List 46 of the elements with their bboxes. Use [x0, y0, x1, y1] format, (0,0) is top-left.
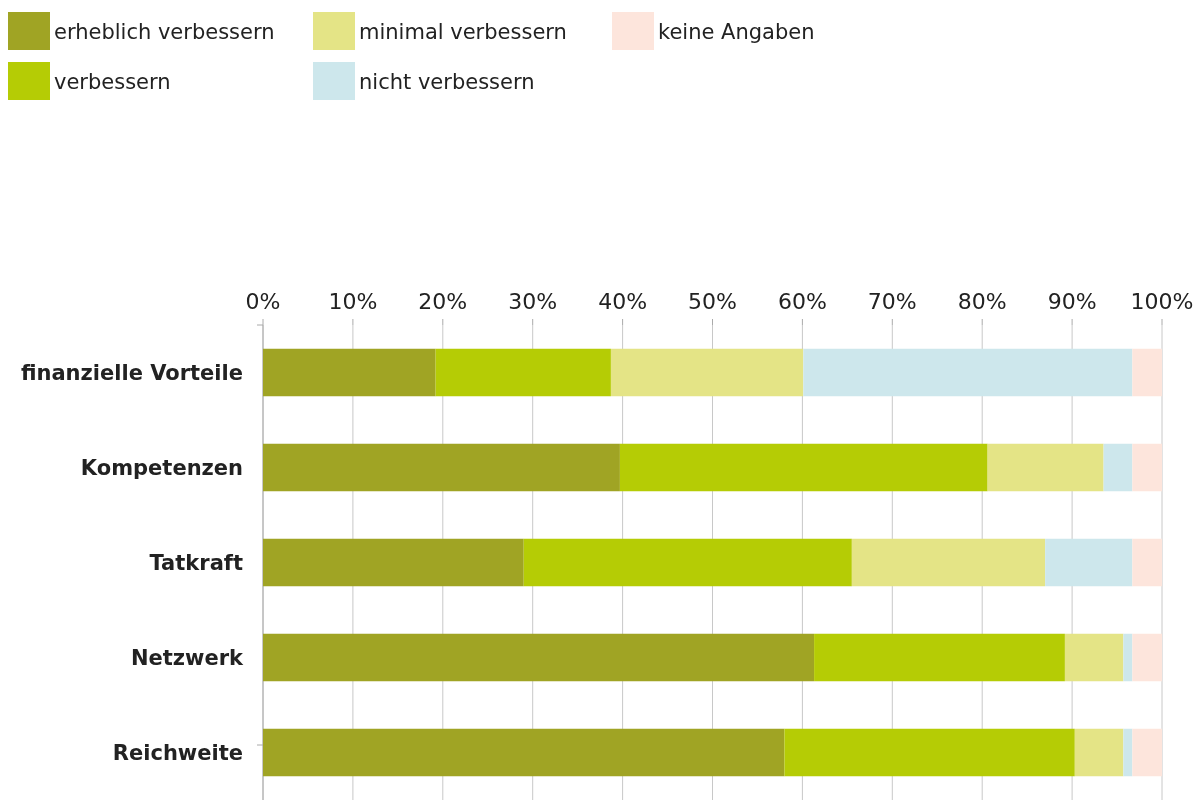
bar	[1074, 728, 1124, 777]
bar	[523, 538, 852, 587]
legend-label: nicht verbessern	[359, 70, 535, 95]
bar	[987, 443, 1104, 492]
bar	[1123, 633, 1133, 682]
x-tick-label: 10%	[328, 289, 378, 314]
y-tick-label: Reichweite	[112, 740, 243, 765]
bar	[263, 633, 815, 682]
x-tick-label: 0%	[245, 289, 281, 314]
bar	[263, 538, 524, 587]
legend-label: minimal verbessern	[359, 20, 567, 45]
legend-label: verbessern	[54, 70, 171, 95]
bar	[1132, 538, 1162, 587]
bar	[1132, 443, 1162, 492]
bar	[1132, 348, 1162, 397]
x-tick-label: 50%	[688, 289, 737, 314]
bar	[784, 728, 1075, 777]
bar	[263, 348, 436, 397]
y-tick-label: Tatkraft	[149, 550, 243, 575]
x-tick-label: 40%	[598, 289, 648, 314]
y-tick-label: Netzwerk	[130, 645, 245, 670]
x-tick-label: 100%	[1130, 289, 1194, 314]
bar	[803, 348, 1133, 397]
bar	[263, 728, 785, 777]
bar	[1045, 538, 1133, 587]
x-tick-label: 30%	[508, 289, 558, 314]
bar	[1103, 443, 1133, 492]
bar	[851, 538, 1046, 587]
y-tick-label: Kompetenzen	[80, 455, 243, 480]
legend-label: keine Angaben	[658, 20, 815, 45]
bar	[814, 633, 1065, 682]
bar	[610, 348, 804, 397]
bar	[263, 443, 620, 492]
x-tick-label: 60%	[777, 289, 827, 314]
bar	[1132, 633, 1162, 682]
x-tick-label: 20%	[418, 289, 468, 314]
bar	[1064, 633, 1124, 682]
bar	[1123, 728, 1133, 777]
x-tick-label: 90%	[1047, 289, 1097, 314]
y-tick-label: finanzielle Vorteile	[20, 360, 243, 385]
x-tick-label: 80%	[957, 289, 1007, 314]
bar	[435, 348, 611, 397]
legend-label: erheblich verbessern	[54, 20, 275, 45]
x-tick-label: 70%	[867, 289, 917, 314]
bar	[1132, 728, 1162, 777]
bar	[619, 443, 988, 492]
